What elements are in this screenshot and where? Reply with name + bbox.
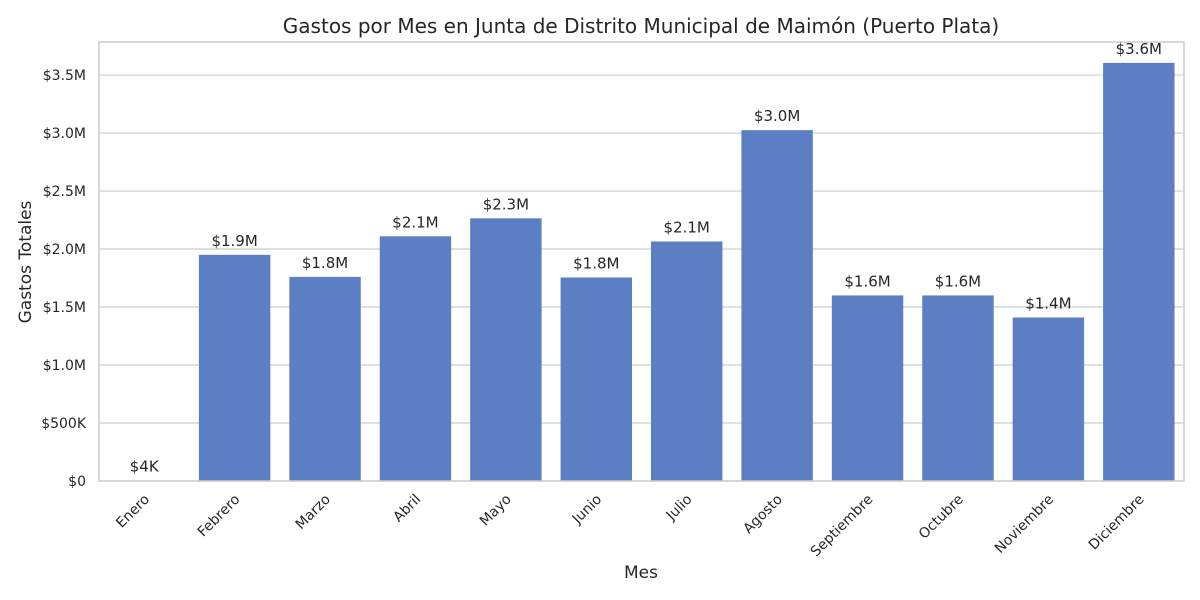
y-tick-label: $2.5M: [43, 184, 86, 200]
y-tick-label: $3.0M: [43, 126, 86, 142]
bar: [741, 130, 813, 481]
x-tick-label: Julio: [663, 492, 696, 525]
data-label: $1.6M: [844, 272, 890, 290]
data-label: $2.1M: [392, 213, 438, 231]
x-tick-labels: Enero Febrero Marzo Abril Mayo Junio Julio Agos…: [113, 492, 1147, 561]
x-tick-label: Mayo: [477, 492, 515, 530]
x-tick-label: Marzo: [293, 492, 334, 533]
x-tick-label: Octubre: [916, 492, 967, 543]
x-axis-label: Mes: [624, 563, 658, 583]
x-tick-label: Febrero: [195, 492, 244, 541]
y-tick-label: $2.0M: [43, 242, 86, 258]
x-tick-label: Enero: [113, 492, 153, 532]
bar: [831, 295, 904, 481]
chart-title: Gastos por Mes en Junta de Distrito Muni…: [283, 14, 999, 38]
y-tick-label: $0: [68, 474, 86, 490]
data-label: $3.0M: [754, 107, 800, 125]
x-tick-label: Diciembre: [1086, 492, 1148, 554]
data-label: $2.1M: [664, 218, 710, 236]
x-tick-label: Noviembre: [992, 492, 1057, 557]
bar: [379, 236, 452, 481]
x-tick-label: Septiembre: [808, 492, 877, 561]
data-label: $1.8M: [302, 254, 348, 272]
bar: [650, 241, 723, 481]
data-label: $3.6M: [1116, 40, 1162, 58]
data-label: $1.9M: [211, 232, 257, 250]
data-label: $4K: [130, 458, 160, 476]
bar: [470, 218, 542, 481]
y-tick-label: $1.5M: [43, 300, 86, 316]
bar: [1103, 62, 1175, 482]
bar: [289, 276, 361, 481]
data-label: $1.4M: [1025, 294, 1071, 312]
y-tick-label: $1.0M: [43, 358, 86, 374]
data-labels: $4K $1.9M $1.8M $2.1M $2.3M $1.8M $2.1M $3.0M $1…: [130, 40, 1162, 476]
y-tick-label: $500K: [41, 416, 87, 432]
x-tick-label: Junio: [569, 492, 605, 528]
data-label: $2.3M: [483, 195, 529, 213]
data-label: $1.8M: [573, 254, 619, 272]
bar: [922, 295, 994, 481]
x-tick-label: Abril: [390, 492, 424, 526]
y-tick-label: $3.5M: [43, 68, 86, 84]
gridlines: [99, 74, 1184, 482]
bars: [108, 62, 1175, 482]
y-axis-label: Gastos Totales: [16, 200, 36, 323]
x-tick-label: Agosto: [740, 492, 786, 538]
bar: [1012, 317, 1085, 481]
data-label: $1.6M: [935, 272, 981, 290]
y-tick-labels: $0 $500K $1.0M $1.5M $2.0M $2.5M $3.0M $3.5M: [41, 68, 87, 490]
bar: [198, 254, 271, 481]
bar: [560, 277, 633, 481]
plot-frame: [98, 41, 1185, 482]
